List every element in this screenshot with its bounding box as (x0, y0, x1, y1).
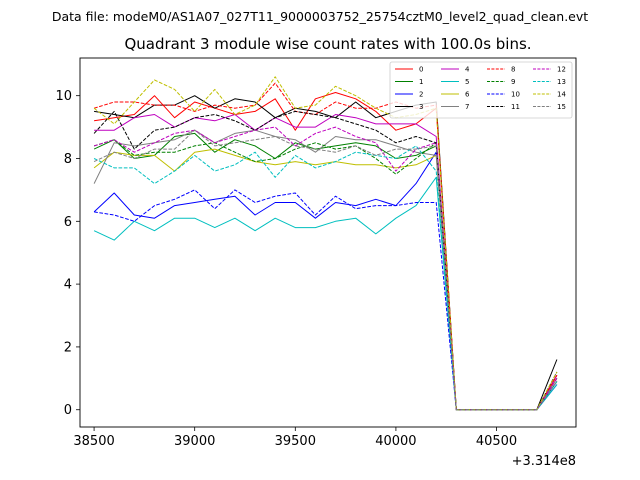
legend-label-10: 10 (511, 91, 520, 99)
series-line-15 (93, 129, 558, 411)
y-tick-label: 8 (64, 152, 72, 167)
y-tick-label: 10 (55, 89, 72, 104)
x-tick-label: 38500 (73, 434, 114, 449)
x-tick-label: 39500 (275, 434, 316, 449)
legend-label-1: 1 (419, 78, 423, 86)
series-line-9 (93, 139, 558, 411)
legend-label-0: 0 (419, 66, 423, 74)
x-tick-label: 40000 (375, 434, 416, 449)
axis-ticks: 38500 39000 39500 40000 40500 0 2 4 6 8 10 (55, 89, 517, 449)
legend-label-15: 15 (557, 103, 566, 111)
y-tick-label: 0 (64, 403, 72, 418)
series-line-2 (93, 151, 558, 411)
legend-box (389, 61, 573, 119)
series-line-10 (94, 189, 558, 411)
y-tick-label: 2 (64, 340, 72, 355)
series-line-14 (93, 76, 558, 411)
y-tick-label: 6 (64, 215, 72, 230)
series-line-7 (93, 129, 558, 411)
legend-label-9: 9 (511, 78, 515, 86)
legend-label-13: 13 (557, 78, 566, 86)
legend-label-3: 3 (419, 103, 423, 111)
series-line-8 (93, 82, 558, 411)
y-tick-label: 4 (64, 278, 72, 293)
chart-title: Quadrant 3 module wise count rates with … (124, 35, 531, 53)
x-tick-label: 40500 (476, 434, 517, 449)
series-line-4 (94, 114, 558, 411)
legend-label-12: 12 (557, 66, 566, 74)
x-tick-label: 39000 (174, 434, 215, 449)
legend-label-5: 5 (465, 78, 469, 86)
legend-label-4: 4 (465, 66, 470, 74)
legend-label-14: 14 (557, 91, 566, 99)
series-line-13 (93, 145, 558, 411)
series-line-11 (93, 110, 558, 411)
legend-label-6: 6 (465, 91, 470, 99)
plot-area-frame (79, 57, 577, 428)
series-line-0 (94, 92, 558, 411)
series-line-1 (93, 132, 558, 411)
figure-suptitle: Data file: modeM0/AS1A07_027T11_90000037… (52, 9, 588, 24)
series-line-12 (93, 126, 558, 411)
legend-label-11: 11 (511, 103, 520, 111)
x-axis-offset-label: +3.314e8 (512, 454, 576, 469)
series-line-3 (94, 95, 558, 411)
legend-label-8: 8 (511, 66, 515, 74)
series-line-6 (93, 148, 558, 411)
legend-label-2: 2 (419, 91, 423, 99)
legend-label-7: 7 (465, 103, 469, 111)
series-layer (93, 76, 558, 411)
